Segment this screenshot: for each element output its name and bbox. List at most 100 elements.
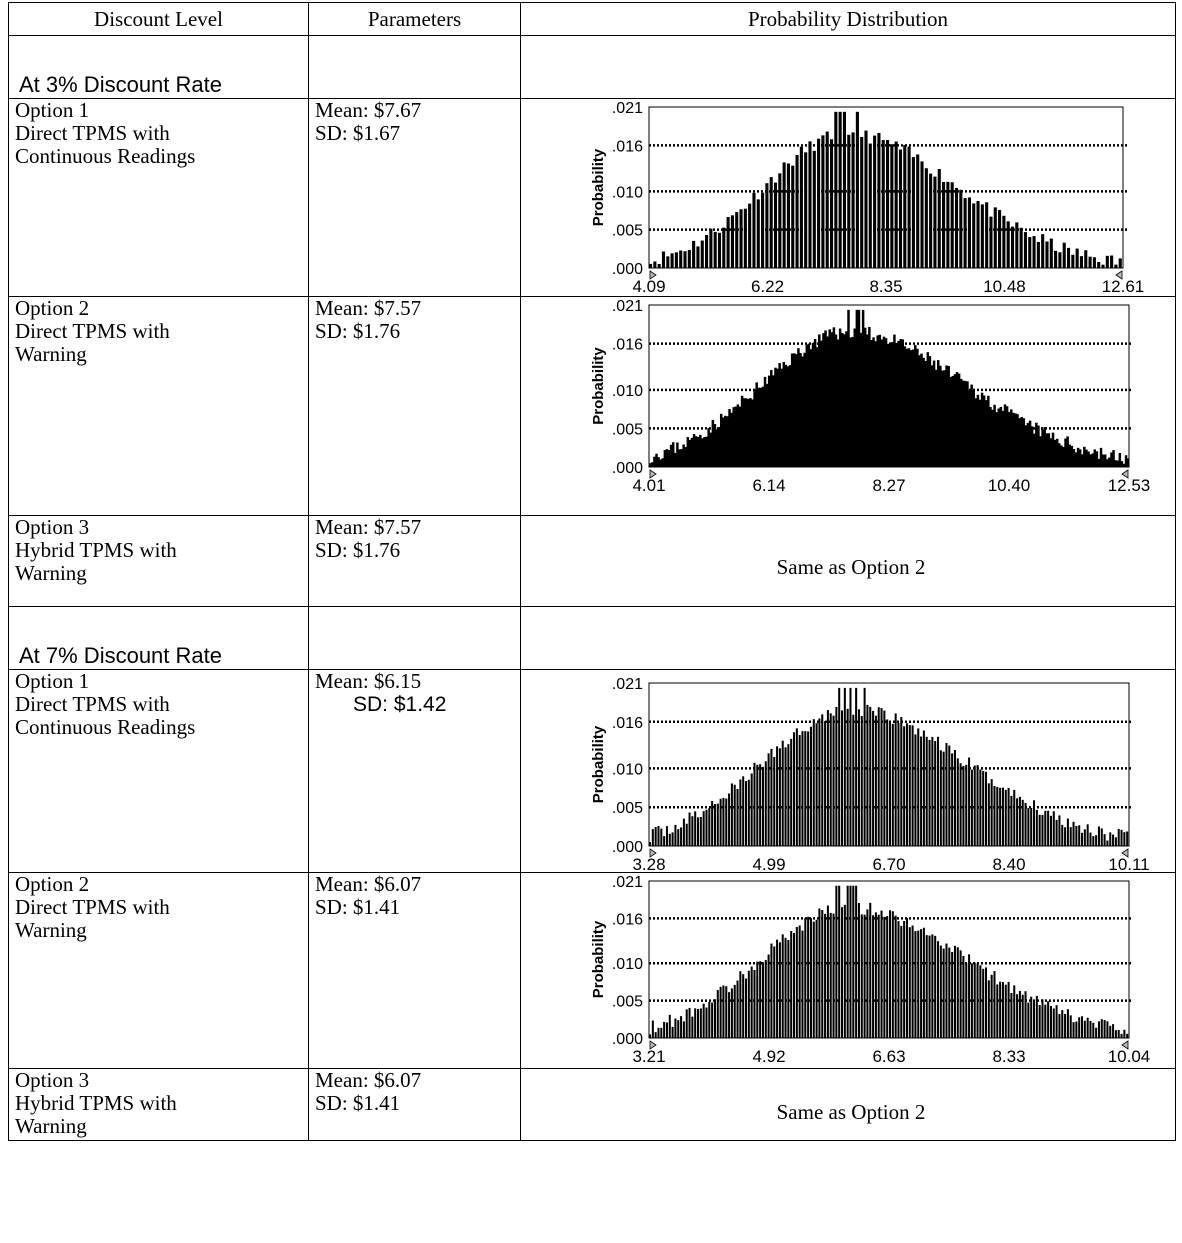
histogram-bar xyxy=(697,817,700,846)
x-tick-label: 12.53 xyxy=(1108,476,1151,495)
histogram-bar xyxy=(1007,981,1010,1038)
histogram-bar xyxy=(1108,457,1111,467)
option-desc: Direct TPMS with xyxy=(15,121,170,145)
histogram-bar xyxy=(1054,250,1058,268)
histogram-bar xyxy=(889,342,892,467)
histogram-bar xyxy=(916,154,920,268)
histogram-bar xyxy=(826,710,829,846)
histogram-bar xyxy=(1032,236,1036,268)
histogram-bar xyxy=(705,436,708,467)
histogram-bar xyxy=(755,382,758,467)
histogram-bar xyxy=(953,945,956,1038)
left-range-marker xyxy=(649,1040,657,1050)
histogram-bar xyxy=(747,398,750,467)
histogram-bar xyxy=(705,809,708,846)
histogram-bar xyxy=(781,740,784,846)
histogram-bar xyxy=(847,309,850,467)
histogram-bar xyxy=(793,732,796,846)
histogram-bar xyxy=(868,143,872,268)
histogram-bar xyxy=(653,456,656,467)
histogram-bar xyxy=(726,416,729,467)
histogram-bar xyxy=(980,204,984,268)
histogram-bar xyxy=(934,741,937,846)
x-tick-label: 8.27 xyxy=(872,476,905,495)
parameters-cell: Mean: $7.67 SD: $1.67 xyxy=(308,98,521,297)
histogram-bar xyxy=(922,730,925,846)
y-tick-label: .016 xyxy=(612,715,643,732)
histogram-bar xyxy=(948,947,951,1038)
histogram-bar xyxy=(884,338,888,467)
histogram-bar xyxy=(739,971,742,1038)
histogram-bar xyxy=(880,910,883,1038)
histogram-bar xyxy=(905,918,908,1038)
histogram-bar xyxy=(1100,828,1103,846)
histogram-bar xyxy=(968,390,971,467)
plot-frame xyxy=(648,106,1124,269)
histogram-bar xyxy=(926,352,930,467)
histogram-bar xyxy=(834,334,838,467)
histogram-bar xyxy=(1114,264,1118,268)
histogram-bar xyxy=(931,736,934,846)
histogram-bar xyxy=(982,395,986,467)
histogram-bar xyxy=(1097,1021,1100,1038)
histogram-bar xyxy=(970,963,973,1038)
histogram-bar xyxy=(685,1009,688,1038)
parameters-cell: Mean: $6.07 SD: $1.41 xyxy=(308,1068,521,1141)
histogram-bar xyxy=(772,375,775,467)
histogram-bar xyxy=(1099,447,1103,467)
histogram-bar xyxy=(985,967,988,1038)
histogram-bar xyxy=(956,947,959,1038)
histogram-bar xyxy=(1085,449,1088,467)
histogram-bar xyxy=(1033,800,1036,846)
right-range-marker xyxy=(1121,1040,1129,1050)
histogram-bar xyxy=(1061,1010,1064,1038)
histogram-bar xyxy=(778,173,782,268)
histogram-bar xyxy=(764,761,767,846)
histogram-bar xyxy=(870,339,873,467)
histogram-bar xyxy=(1116,460,1119,467)
histogram-bar xyxy=(829,912,832,1038)
histogram-bar xyxy=(1014,413,1017,467)
histogram-bar xyxy=(745,781,748,846)
histogram-bar xyxy=(901,339,905,467)
histogram-bar xyxy=(1053,439,1057,467)
histogram-bar xyxy=(903,920,906,1038)
histogram-bar xyxy=(692,240,696,268)
histogram-bar xyxy=(821,714,824,846)
histogram-bar xyxy=(953,374,957,467)
histogram-bar xyxy=(822,333,825,467)
histogram-bar xyxy=(788,365,792,467)
histogram-bar xyxy=(1097,458,1101,467)
histogram-bar xyxy=(1041,234,1045,268)
histogram-bar xyxy=(739,779,742,846)
histogram-bar xyxy=(948,745,951,846)
option-name: Option 2 xyxy=(15,872,90,896)
histogram-bar xyxy=(920,353,923,467)
section-label: At 7% Discount Rate xyxy=(8,606,309,670)
histogram-bar xyxy=(894,713,897,846)
table-row: Option 1 Direct TPMS with Continuous Rea… xyxy=(8,98,1176,297)
histogram-bar xyxy=(978,399,982,467)
histogram-bar xyxy=(752,192,756,268)
histogram-bar xyxy=(893,334,896,467)
y-axis-label: Probability xyxy=(590,725,607,803)
histogram-bar xyxy=(711,800,714,846)
histogram-bar xyxy=(945,743,948,846)
histogram-bar xyxy=(667,450,671,467)
y-tick-label: .005 xyxy=(612,421,643,438)
histogram-bar xyxy=(745,978,748,1038)
histogram-bar xyxy=(942,948,945,1038)
histogram-bar xyxy=(1069,1015,1072,1038)
histogram-bar xyxy=(674,252,678,268)
histogram-bar xyxy=(742,398,746,467)
histogram-bar xyxy=(1112,834,1115,846)
section-row-3pct: At 3% Discount Rate xyxy=(8,35,1176,99)
histogram-bar xyxy=(770,748,773,846)
histogram-bar xyxy=(795,728,798,846)
option-desc: Direct TPMS with xyxy=(15,692,170,716)
histogram-bar xyxy=(1016,994,1019,1038)
histogram-bar xyxy=(1075,248,1079,268)
histogram-bar xyxy=(674,452,677,467)
histogram-bar xyxy=(951,952,954,1038)
histogram-bar xyxy=(1055,819,1058,846)
